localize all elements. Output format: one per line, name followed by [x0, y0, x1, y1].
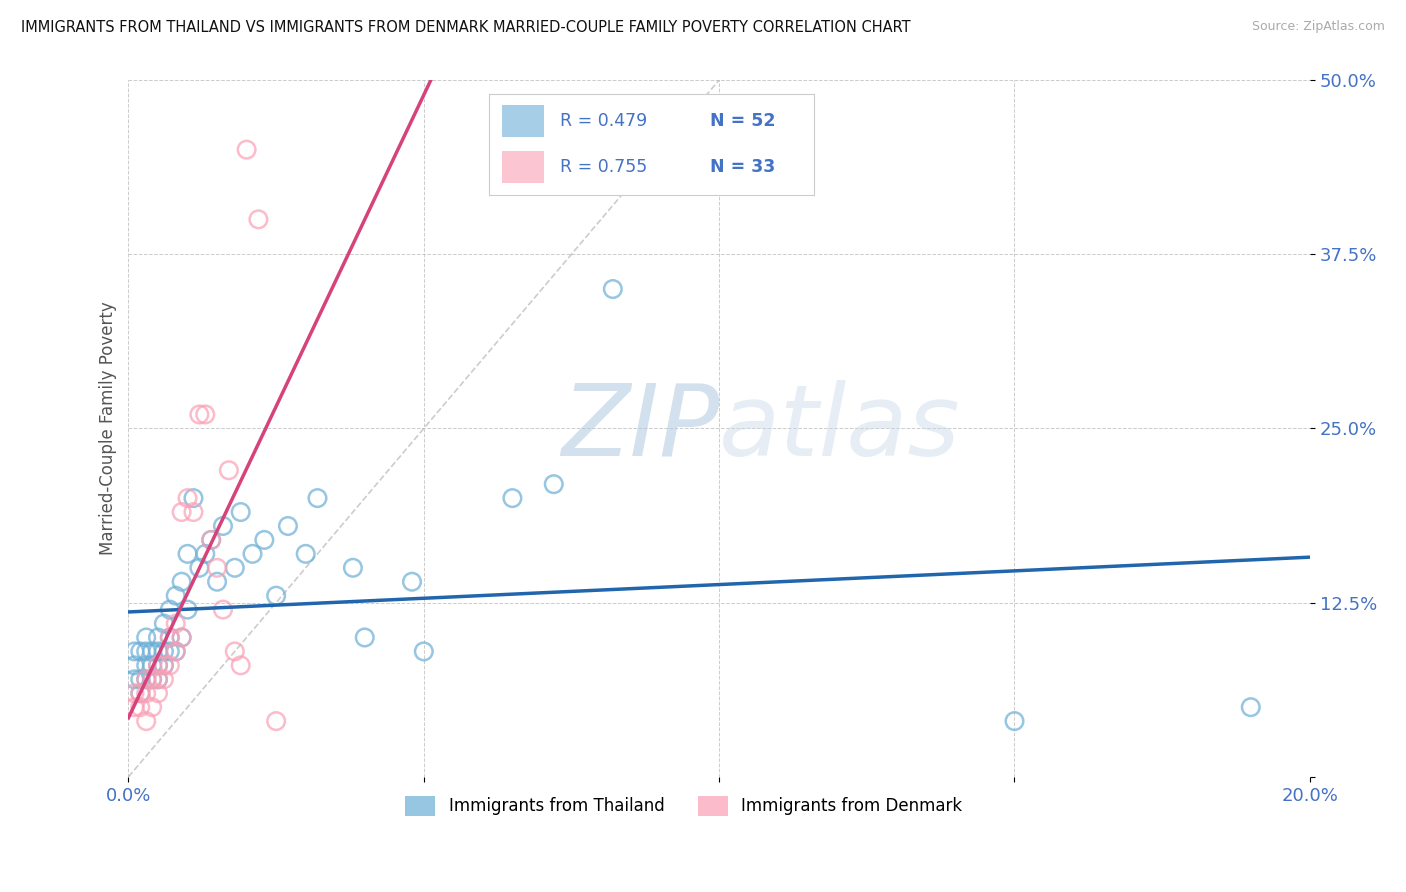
Point [205, 574, 228, 589]
Point [146, 673, 169, 687]
Point [170, 574, 193, 589]
Point [353, 631, 375, 645]
Point [194, 408, 217, 422]
Point [135, 644, 157, 658]
Point [159, 602, 181, 616]
Point [176, 547, 198, 561]
Point [146, 644, 169, 658]
Point [183, 491, 205, 505]
Point [264, 714, 287, 728]
Point [212, 602, 235, 616]
Point [501, 491, 523, 505]
Point [159, 631, 181, 645]
Point [135, 631, 157, 645]
Point [165, 616, 187, 631]
Point [124, 658, 146, 673]
Point [124, 686, 146, 700]
Point [194, 547, 217, 561]
Point [264, 589, 287, 603]
Point [224, 644, 246, 658]
Point [602, 282, 624, 296]
Point [165, 644, 187, 658]
Point [129, 686, 152, 700]
Point [153, 616, 176, 631]
Point [153, 658, 176, 673]
Point [165, 644, 187, 658]
Point [124, 673, 146, 687]
Text: atlas: atlas [718, 380, 960, 477]
Point [224, 561, 246, 575]
Point [129, 644, 152, 658]
Point [543, 477, 565, 491]
Point [159, 644, 181, 658]
Point [401, 574, 423, 589]
Point [146, 686, 169, 700]
Point [135, 673, 157, 687]
Point [129, 686, 152, 700]
Point [159, 631, 181, 645]
Point [135, 658, 157, 673]
Point [253, 533, 276, 547]
Point [141, 673, 163, 687]
Point [135, 686, 157, 700]
Point [176, 602, 198, 616]
Point [165, 589, 187, 603]
Point [141, 658, 163, 673]
Point [1004, 714, 1026, 728]
Point [146, 631, 169, 645]
Point [294, 547, 316, 561]
Point [141, 644, 163, 658]
Point [205, 561, 228, 575]
Point [146, 658, 169, 673]
Point [412, 644, 434, 658]
Point [183, 505, 205, 519]
Point [153, 658, 176, 673]
Point [146, 658, 169, 673]
Point [141, 700, 163, 714]
Point [247, 212, 270, 227]
Point [200, 533, 222, 547]
Point [342, 561, 364, 575]
Point [242, 547, 264, 561]
Y-axis label: Married-Couple Family Poverty: Married-Couple Family Poverty [100, 301, 117, 556]
Point [229, 658, 252, 673]
Point [229, 505, 252, 519]
Point [153, 644, 176, 658]
Point [141, 673, 163, 687]
Point [212, 519, 235, 533]
Point [170, 505, 193, 519]
Point [135, 714, 157, 728]
Point [170, 631, 193, 645]
Point [159, 658, 181, 673]
Text: ZIP: ZIP [561, 380, 718, 477]
Point [307, 491, 329, 505]
Point [124, 644, 146, 658]
Point [153, 673, 176, 687]
Point [129, 673, 152, 687]
Point [176, 491, 198, 505]
Point [146, 673, 169, 687]
Point [218, 463, 240, 477]
Legend: Immigrants from Thailand, Immigrants from Denmark: Immigrants from Thailand, Immigrants fro… [396, 788, 970, 824]
Point [188, 561, 211, 575]
Point [129, 700, 152, 714]
Point [135, 673, 157, 687]
Point [124, 700, 146, 714]
Point [200, 533, 222, 547]
Point [170, 631, 193, 645]
Point [1240, 700, 1263, 714]
Point [188, 408, 211, 422]
Text: Source: ZipAtlas.com: Source: ZipAtlas.com [1251, 20, 1385, 33]
Point [235, 143, 257, 157]
Text: IMMIGRANTS FROM THAILAND VS IMMIGRANTS FROM DENMARK MARRIED-COUPLE FAMILY POVERT: IMMIGRANTS FROM THAILAND VS IMMIGRANTS F… [21, 20, 911, 35]
Point [277, 519, 299, 533]
